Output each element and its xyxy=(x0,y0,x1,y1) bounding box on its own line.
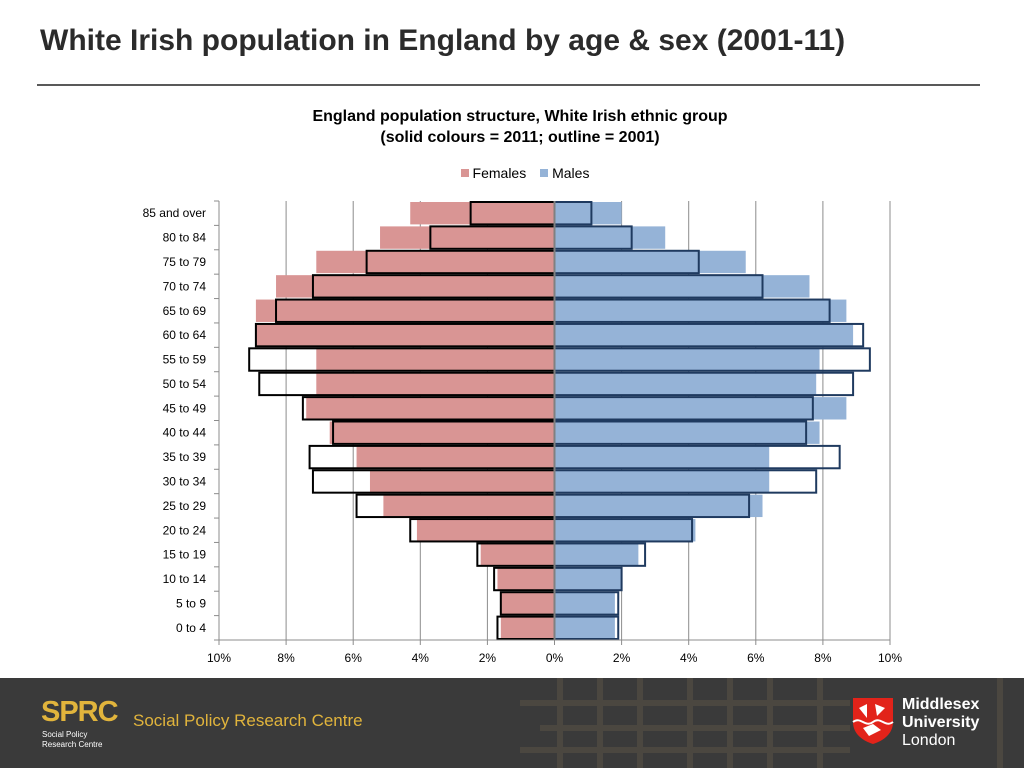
bar-male-2011 xyxy=(554,567,622,591)
university-name: Middlesex University London xyxy=(902,696,979,750)
y-tick-label: 50 to 54 xyxy=(163,377,207,391)
bar-female-2011 xyxy=(500,592,555,615)
legend-label-males: Males xyxy=(552,165,590,181)
population-pyramid-chart: 10% 8% 6% 4% 2% 0% 2% 4% 6% 8% 10% 0 to 4 5 to 9 10 t… xyxy=(143,200,903,665)
bar-female-2011 xyxy=(316,372,555,396)
sprc-logo: SPRC xyxy=(41,696,119,728)
bar-female-2011 xyxy=(316,348,555,371)
bar-female-2011 xyxy=(276,275,555,298)
legend-swatch-females xyxy=(460,169,469,177)
bar-female-2011 xyxy=(329,421,555,444)
bar-male-2011 xyxy=(554,592,615,615)
y-tick-label: 35 to 39 xyxy=(163,450,207,464)
bar-male-2011 xyxy=(554,372,817,396)
y-tick-label: 15 to 19 xyxy=(163,548,207,562)
chart-legend: Females Males xyxy=(0,165,1024,181)
x-tick-label: 0% xyxy=(546,651,564,665)
x-tick-label: 6% xyxy=(345,651,363,665)
bar-male-2011 xyxy=(554,519,696,542)
chart-title-block: England population structure, White Iris… xyxy=(0,106,1024,148)
bar-female-2011 xyxy=(306,397,555,420)
bar-male-2011 xyxy=(554,250,746,274)
legend-item-females: Females xyxy=(460,165,527,181)
y-tick-label: 45 to 49 xyxy=(163,401,207,415)
sprc-name: Social Policy Research Centre xyxy=(133,711,363,730)
y-tick-label: 25 to 29 xyxy=(163,499,207,513)
sprc-sub-line-2: Research Centre xyxy=(42,740,103,749)
sprc-sub-line-1: Social Policy xyxy=(42,730,88,739)
y-tick-label: 40 to 44 xyxy=(163,426,207,440)
bar-male-2011 xyxy=(554,421,820,444)
bar-female-2011 xyxy=(356,445,555,469)
x-tick-label: 10% xyxy=(878,651,902,665)
bar-female-2011 xyxy=(255,323,555,347)
university-line-3: London xyxy=(902,732,956,749)
bar-male-2011 xyxy=(554,299,847,322)
chart-title: England population structure, White Iris… xyxy=(312,108,728,125)
x-tick-label: 6% xyxy=(747,651,765,665)
bar-male-2011 xyxy=(554,470,770,493)
y-tick-label: 30 to 34 xyxy=(163,474,207,488)
bar-male-2011 xyxy=(554,616,615,639)
university-crest-icon xyxy=(852,698,894,744)
bar-female-2011 xyxy=(383,494,555,518)
bar-male-2011 xyxy=(554,226,666,249)
x-tick-label: 2% xyxy=(479,651,497,665)
bar-female-2011 xyxy=(410,202,555,225)
university-line-2: University xyxy=(902,714,980,731)
bar-male-2011 xyxy=(554,397,847,420)
chart-subtitle: (solid colours = 2011; outline = 2001) xyxy=(380,129,660,146)
footer-pattern xyxy=(520,678,1003,768)
legend-swatch-males xyxy=(540,169,549,177)
sprc-logo-subtitle: Social Policy Research Centre xyxy=(42,730,102,750)
axis-labels: 10% 8% 6% 4% 2% 0% 2% 4% 6% 8% 10% 0 to 4 5 to 9 10 t… xyxy=(143,206,903,665)
y-tick-label: 65 to 69 xyxy=(163,304,207,318)
y-tick-label: 60 to 64 xyxy=(163,328,207,342)
bar-female-2011 xyxy=(497,567,555,591)
x-tick-label: 10% xyxy=(207,651,231,665)
slide-title: White Irish population in England by age… xyxy=(40,24,846,57)
y-tick-label: 20 to 24 xyxy=(163,523,207,537)
bar-male-2011 xyxy=(554,275,810,298)
footer-bar: SPRC Social Policy Research Centre Socia… xyxy=(0,678,1024,768)
y-tick-label: 10 to 14 xyxy=(163,572,207,586)
y-tick-label: 70 to 74 xyxy=(163,279,207,293)
y-tick-label: 85 and over xyxy=(143,206,206,220)
bar-male-2011 xyxy=(554,202,622,225)
x-tick-label: 2% xyxy=(613,651,631,665)
bar-male-2011 xyxy=(554,543,639,566)
x-tick-label: 8% xyxy=(277,651,295,665)
university-line-1: Middlesex xyxy=(902,696,980,713)
y-tick-label: 75 to 79 xyxy=(163,255,207,269)
bar-male-2011 xyxy=(554,494,763,518)
bar-female-2011 xyxy=(380,226,555,249)
bar-female-2011 xyxy=(255,299,555,322)
bar-female-2011 xyxy=(480,543,555,566)
legend-item-males: Males xyxy=(540,165,589,181)
bar-female-2011 xyxy=(416,519,555,542)
bar-male-2011 xyxy=(554,323,854,347)
legend-label-females: Females xyxy=(472,165,527,181)
bar-female-2011 xyxy=(316,250,555,274)
x-tick-label: 8% xyxy=(814,651,832,665)
y-tick-label: 55 to 59 xyxy=(163,353,207,367)
bars-2011 xyxy=(255,202,854,639)
bar-female-2011 xyxy=(369,470,555,493)
bar-male-2011 xyxy=(554,348,820,371)
title-divider xyxy=(37,84,980,86)
y-tick-label: 0 to 4 xyxy=(176,621,206,635)
x-tick-label: 4% xyxy=(680,651,698,665)
bar-female-2011 xyxy=(500,616,555,639)
x-tick-label: 4% xyxy=(412,651,430,665)
y-tick-label: 5 to 9 xyxy=(176,596,206,610)
bar-male-2011 xyxy=(554,445,770,469)
y-tick-label: 80 to 84 xyxy=(163,231,207,245)
axes xyxy=(214,200,891,645)
